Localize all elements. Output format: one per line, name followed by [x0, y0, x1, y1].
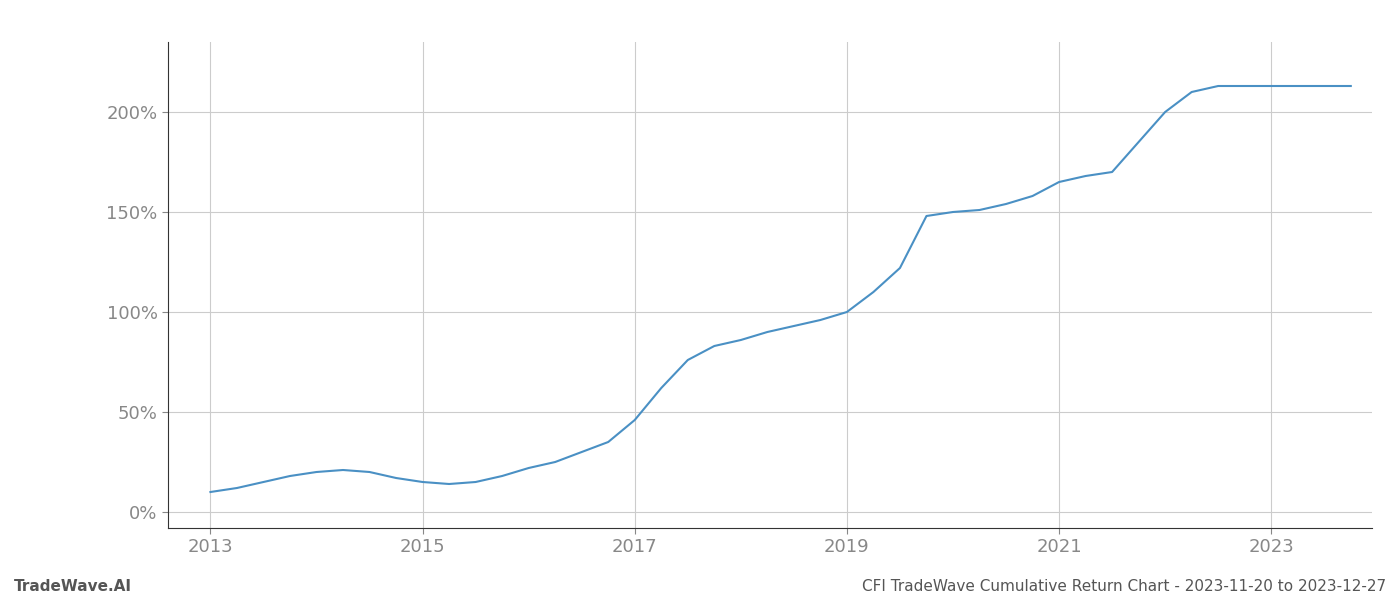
Text: TradeWave.AI: TradeWave.AI [14, 579, 132, 594]
Text: CFI TradeWave Cumulative Return Chart - 2023-11-20 to 2023-12-27: CFI TradeWave Cumulative Return Chart - … [862, 579, 1386, 594]
